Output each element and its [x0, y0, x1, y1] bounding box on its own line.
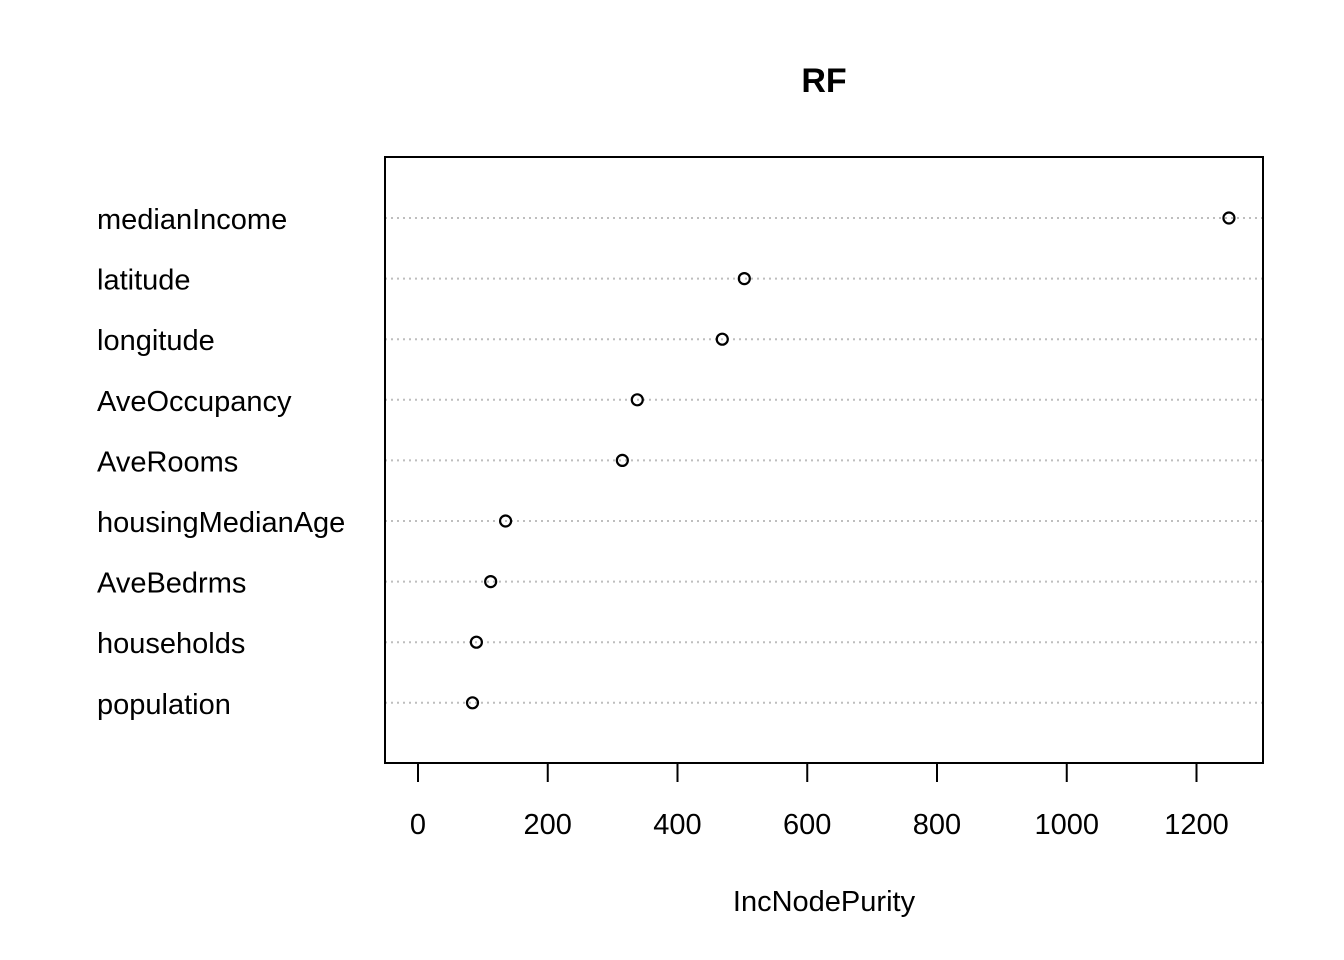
x-axis: 0 200 400 600 800 1000 1200 [410, 762, 1229, 841]
point-latitude [737, 272, 751, 286]
category-label: medianIncome [97, 204, 287, 236]
category-label: AveBedrms [97, 568, 246, 600]
data-points [465, 211, 1236, 710]
category-label: latitude [97, 265, 191, 297]
point-AveRooms [615, 453, 629, 467]
point-AveBedrms [484, 574, 498, 589]
category-label: households [97, 628, 245, 660]
x-tick-label: 200 [524, 809, 572, 841]
point-households [469, 635, 483, 649]
chart-title: RF [801, 62, 846, 100]
x-tick-label: 600 [783, 809, 831, 841]
x-tick-label: 400 [653, 809, 701, 841]
x-tick-label: 0 [410, 809, 426, 841]
point-population [465, 696, 480, 710]
point-AveOccupancy [630, 393, 644, 407]
category-label: AveRooms [97, 446, 238, 478]
x-axis-title: IncNodePurity [733, 886, 916, 918]
x-tick-label: 1000 [1034, 809, 1099, 841]
x-tick-label: 800 [913, 809, 961, 841]
category-label: AveOccupancy [97, 386, 292, 418]
x-tick-label: 1200 [1164, 809, 1229, 841]
category-label: population [97, 689, 231, 721]
point-medianIncome [1222, 211, 1236, 225]
category-label: housingMedianAge [97, 507, 345, 539]
category-labels: medianIncome latitude longitude AveOccupanc… [97, 204, 345, 721]
point-housingMedianAge [498, 514, 513, 528]
category-label: longitude [97, 325, 215, 357]
gridlines [385, 217, 1263, 704]
point-longitude [715, 332, 729, 346]
